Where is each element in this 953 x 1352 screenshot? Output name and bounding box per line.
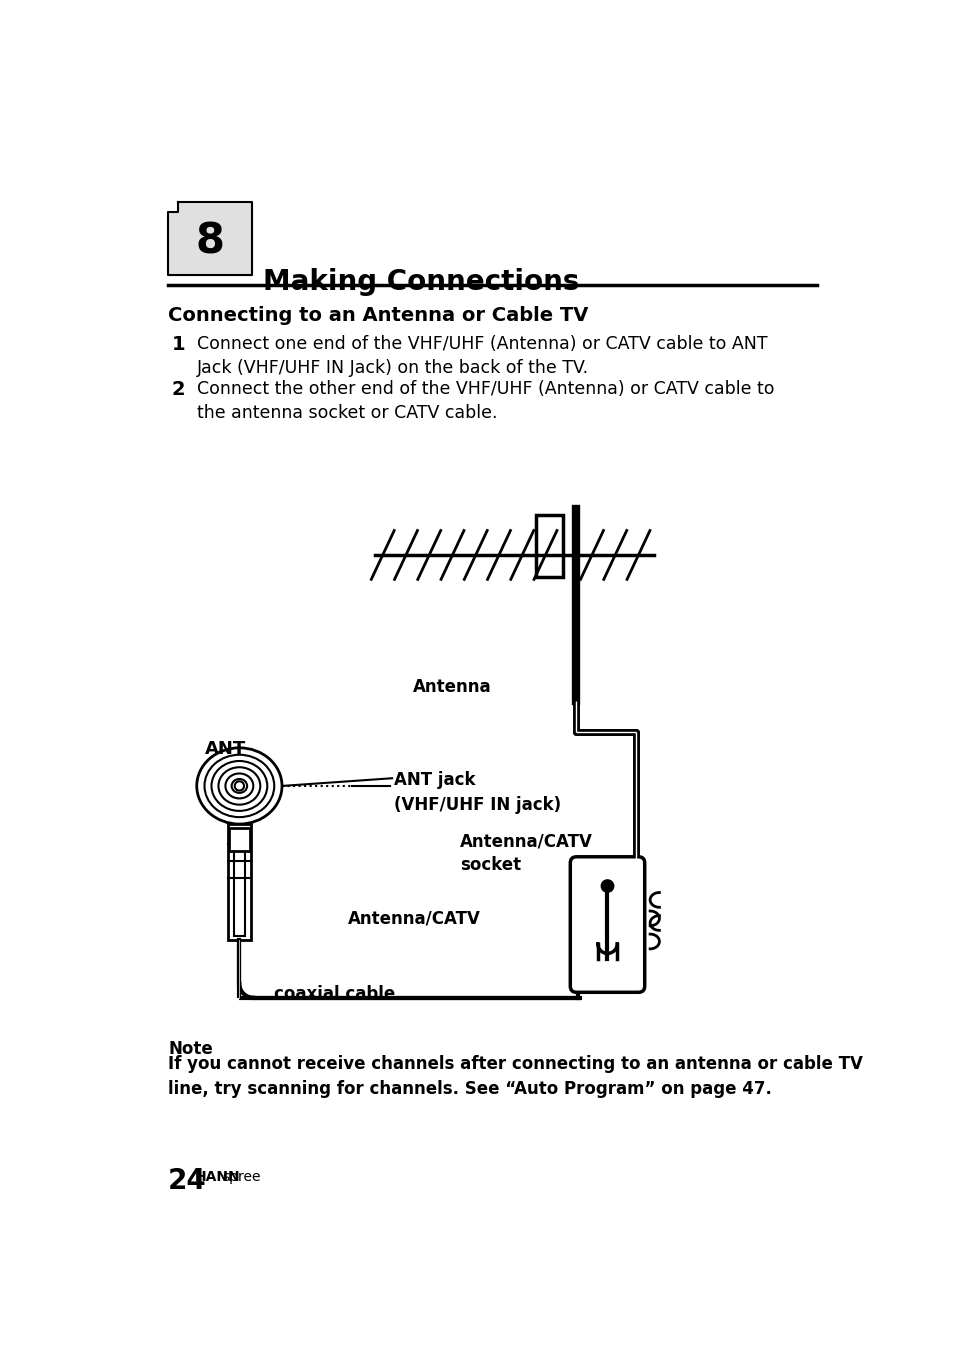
Text: ANT: ANT [204,740,246,757]
Text: 24: 24 [168,1167,207,1195]
Text: Antenna/CATV: Antenna/CATV [348,909,480,927]
Text: Antenna: Antenna [413,679,492,696]
Text: Connecting to an Antenna or Cable TV: Connecting to an Antenna or Cable TV [168,307,588,326]
Text: Note: Note [168,1040,213,1059]
Ellipse shape [196,748,282,825]
Text: coaxial cable: coaxial cable [274,984,395,1003]
Text: HANN: HANN [194,1171,240,1184]
Text: spree: spree [222,1171,260,1184]
Text: 8: 8 [195,220,224,262]
Bar [233,844,245,936]
Polygon shape [168,203,252,276]
Text: If you cannot receive channels after connecting to an antenna or cable TV
line, : If you cannot receive channels after con… [168,1056,862,1098]
FancyBboxPatch shape [570,857,644,992]
Text: ANT jack
(VHF/UHF IN jack): ANT jack (VHF/UHF IN jack) [394,771,561,814]
Circle shape [234,781,244,791]
Ellipse shape [232,779,247,792]
Text: Connect the other end of the VHF/UHF (Antenna) or CATV cable to
the antenna sock: Connect the other end of the VHF/UHF (An… [196,380,774,422]
Text: Making Connections: Making Connections [263,268,579,296]
Circle shape [600,880,613,892]
Ellipse shape [225,773,253,799]
Ellipse shape [204,754,274,817]
Text: Antenna/CATV
socket: Antenna/CATV socket [459,831,593,873]
Text: 2: 2 [172,380,186,399]
Text: 1: 1 [172,335,186,354]
Bar [229,829,250,852]
Ellipse shape [218,767,260,804]
FancyBboxPatch shape [536,515,562,576]
Ellipse shape [212,761,267,811]
Bar [228,825,251,940]
Text: Connect one end of the VHF/UHF (Antenna) or CATV cable to ANT
Jack (VHF/UHF IN J: Connect one end of the VHF/UHF (Antenna)… [196,335,766,377]
